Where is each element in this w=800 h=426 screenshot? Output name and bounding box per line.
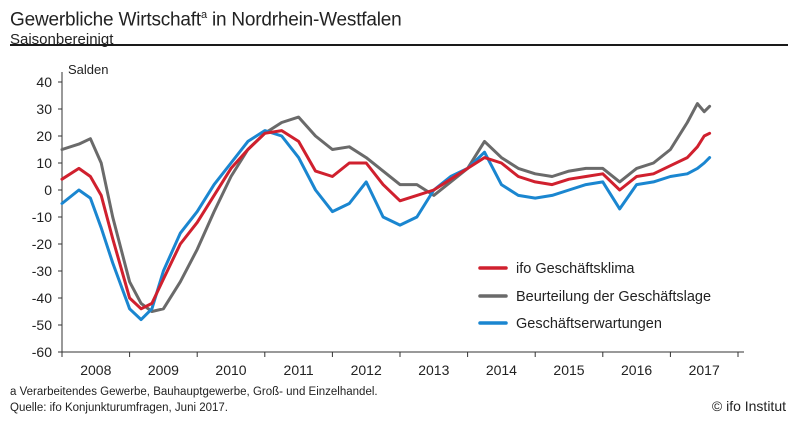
- y-tick-label: -60: [32, 344, 52, 360]
- legend-label-3: Geschäftserwartungen: [516, 316, 662, 332]
- y-tick-label: 0: [44, 182, 52, 198]
- y-tick-label: -10: [32, 209, 52, 225]
- x-tick-label: 2012: [351, 362, 382, 378]
- x-tick-label: 2010: [215, 362, 246, 378]
- x-tick-label: 2015: [553, 362, 584, 378]
- x-tick-label: 2008: [80, 362, 111, 378]
- footnote: a Verarbeitendes Gewerbe, Bauhauptgewerb…: [10, 386, 378, 398]
- y-tick-label: -30: [32, 263, 52, 279]
- y-tick-label: -40: [32, 290, 52, 306]
- y-axis-label: Salden: [68, 62, 108, 77]
- x-tick-label: 2013: [418, 362, 449, 378]
- y-tick-label: 40: [36, 74, 52, 90]
- x-tick-label: 2014: [486, 362, 517, 378]
- chart-title: Gewerbliche Wirtschafta in Nordrhein-Wes…: [10, 9, 402, 31]
- legend-label-2: Beurteilung der Geschäftslage: [516, 289, 711, 305]
- y-tick-label: 20: [36, 128, 52, 144]
- y-tick-label: 10: [36, 155, 52, 171]
- y-tick-label: -20: [32, 236, 52, 252]
- x-tick-label: 2016: [621, 362, 652, 378]
- y-tick-label: 30: [36, 101, 52, 117]
- y-tick-label: -50: [32, 317, 52, 333]
- legend-label-1: ifo Geschäftsklima: [516, 261, 635, 277]
- x-tick-label: 2017: [689, 362, 720, 378]
- source-note: Quelle: ifo Konjunkturumfragen, Juni 201…: [10, 402, 228, 414]
- x-tick-label: 2009: [148, 362, 179, 378]
- series-line-3: [60, 129, 712, 322]
- series-line-2: [60, 102, 712, 313]
- title-divider: [10, 44, 788, 46]
- series-line-1: [60, 129, 712, 311]
- x-tick-label: 2011: [284, 362, 314, 378]
- title-footnote-mark: a: [200, 9, 207, 21]
- credit-label: © ifo Institut: [711, 398, 786, 414]
